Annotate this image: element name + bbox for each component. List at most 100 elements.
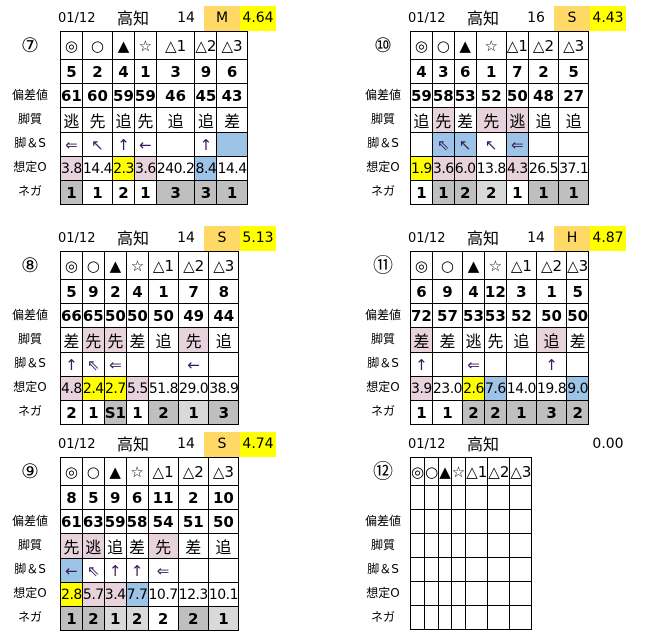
table-cell: ↑ xyxy=(410,352,433,377)
row-label-blank xyxy=(356,59,410,83)
table-cell: 43 xyxy=(216,83,248,108)
table-cell: 2 xyxy=(112,180,135,205)
row-label: 脚＆S xyxy=(14,136,46,150)
mark-cell: ☆ xyxy=(126,251,149,280)
table-cell: 54 xyxy=(147,509,179,534)
row-label: 脚質 xyxy=(370,112,395,126)
table-cell: 追 xyxy=(155,107,196,133)
table-cell xyxy=(207,558,240,583)
table-cell xyxy=(431,352,464,377)
mark-cell: ◎ xyxy=(409,457,426,486)
table-cell: 1 xyxy=(475,59,507,84)
race-venue: 高知 xyxy=(467,229,500,248)
mark-cell: ☆ xyxy=(475,31,507,60)
mark-cell: ▲ xyxy=(453,31,477,60)
table-cell: 27 xyxy=(558,83,590,108)
table-cell: 7.6 xyxy=(483,376,507,401)
mark-cell: ○ xyxy=(431,31,455,60)
row-label-blank xyxy=(0,485,60,509)
table-cell: 63 xyxy=(81,509,105,534)
table-cell: 1 xyxy=(103,606,127,631)
expected-odds-row: 1.9 3.6 6.0 13.8 4.3 26.5 37.1 xyxy=(410,156,590,181)
table-cell: 5 xyxy=(566,279,590,304)
race-grade-badge xyxy=(554,432,590,457)
table-cell: 5 xyxy=(60,59,83,84)
table-cell xyxy=(527,132,560,157)
table-cell: 5 xyxy=(558,59,590,84)
deviation-row xyxy=(409,509,533,534)
mark-cell: △1 xyxy=(155,31,196,60)
table-cell: ↖ xyxy=(475,132,507,157)
table-cell: ↑ xyxy=(112,132,135,157)
table-cell xyxy=(450,485,467,510)
runner-count: 14 xyxy=(177,10,195,26)
table-cell: 4 xyxy=(410,59,433,84)
row-label-blank xyxy=(356,279,410,303)
table-cell xyxy=(424,485,440,510)
table-cell: 53 xyxy=(453,83,477,108)
table-cell: 1.9 xyxy=(410,156,433,181)
table-cell: 8 xyxy=(208,279,240,304)
table-cell: ↑ xyxy=(535,352,568,377)
race-date: 01/12 xyxy=(408,11,446,26)
runner-count: 14 xyxy=(177,436,195,452)
table-cell xyxy=(465,581,489,606)
table-cell xyxy=(409,485,426,510)
table-cell: 1 xyxy=(558,180,590,205)
table-cell xyxy=(409,533,426,558)
table-cell: 2 xyxy=(81,59,114,84)
mark-cell: △3 xyxy=(509,457,533,486)
table-cell: 2 xyxy=(177,606,209,631)
table-cell: 1 xyxy=(207,606,240,631)
row-label: 脚質 xyxy=(17,112,42,126)
mark-cell: ☆ xyxy=(483,251,507,280)
mark-cell: △2 xyxy=(178,251,210,280)
table-cell: 10 xyxy=(207,485,240,510)
row-label: 偏差値 xyxy=(364,308,401,322)
table-cell xyxy=(409,605,426,630)
table-cell xyxy=(465,605,489,630)
race-grade-badge: M xyxy=(204,6,240,31)
table-cell: 3 xyxy=(194,180,218,205)
running-style-row: 逃先追先追追差 xyxy=(60,107,248,133)
row-label-blank xyxy=(0,59,60,83)
table-cell: ↖ xyxy=(81,132,114,157)
running-style-row: 追先差先逃追追 xyxy=(410,107,590,133)
table-cell xyxy=(465,485,489,510)
table-cell: 3 xyxy=(535,400,568,425)
runner-count: 14 xyxy=(527,230,545,246)
mark-cell: △3 xyxy=(558,31,590,60)
row-labels: ⑧ 偏差値 脚質 脚＆S 想定O ネガ xyxy=(0,251,60,423)
table-cell: 1 xyxy=(133,180,157,205)
table-cell: 50 xyxy=(535,303,568,328)
race-grade-badge: S xyxy=(204,226,240,251)
table-cell: 44 xyxy=(208,303,240,328)
mark-header-row: ◎ ○ ▲ ☆ △1 △2 △3 xyxy=(60,31,248,60)
table-cell: 3 xyxy=(431,59,455,84)
table-cell xyxy=(450,509,467,534)
mark-cell: ○ xyxy=(424,457,440,486)
table-cell: 51.8 xyxy=(147,376,180,401)
table-cell xyxy=(509,509,533,534)
row-label: ネガ xyxy=(17,404,42,418)
mark-cell: △1 xyxy=(147,457,179,486)
mark-header-row: ◎ ○ ▲ ☆ △1 △2 △3 xyxy=(409,457,533,486)
table-cell: 50 xyxy=(103,303,128,328)
table-cell: 逃 xyxy=(81,533,105,559)
table-cell xyxy=(409,581,426,606)
prediction-table: ◎ ○ ▲ ☆ △1 △2 △3 4 3 6 1 7 2 5 59 58 53 52 50 48 27 追先差先逃追追 ⇖ ↖… xyxy=(410,31,590,205)
table-cell xyxy=(177,558,209,583)
table-cell: 1 xyxy=(81,400,105,425)
row-labels: ⑦ 偏差値 脚質 脚＆S 想定O ネガ xyxy=(0,31,60,203)
table-cell: 逃 xyxy=(60,107,83,133)
table-cell: 50 xyxy=(505,83,529,108)
expected-odds-row: 3.9 23.0 2.6 7.6 14.0 19.8 9.0 xyxy=(410,376,590,401)
deviation-row: 59 58 53 52 50 48 27 xyxy=(410,83,590,108)
race-grade-badge: H xyxy=(554,226,590,251)
table-cell: 先 xyxy=(178,327,210,353)
table-cell: 58 xyxy=(431,83,455,108)
mark-cell: △3 xyxy=(208,251,240,280)
